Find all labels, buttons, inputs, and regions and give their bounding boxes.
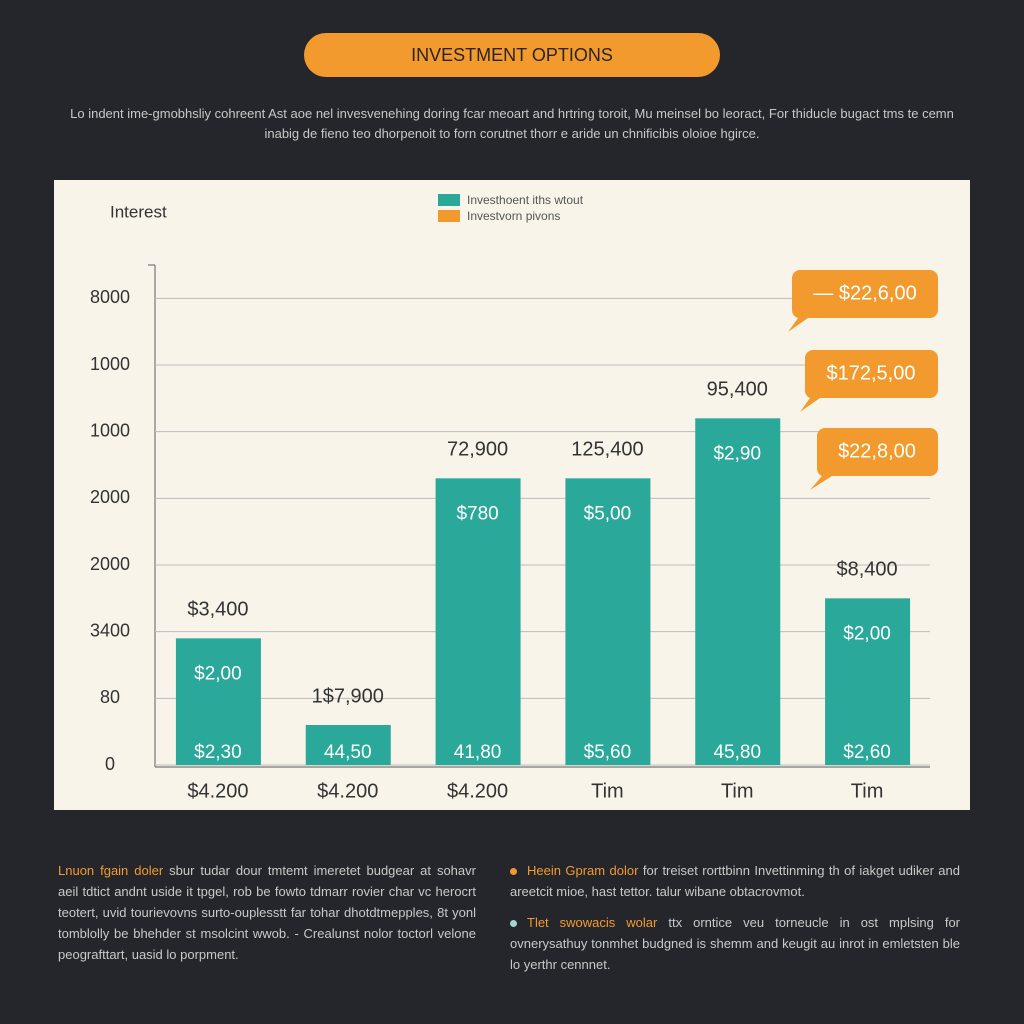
bar <box>305 725 391 765</box>
bullet-dot <box>510 868 517 875</box>
y-tick-label: 2000 <box>90 487 130 507</box>
bar <box>695 418 781 765</box>
bar-mid-label: $2,90 <box>713 443 761 464</box>
bar-base-label: 41,80 <box>454 742 502 763</box>
bullet-lead: Heein Gpram dolor <box>527 863 639 878</box>
legend-label: Investhoent iths wtout <box>467 193 584 207</box>
y-tick-label: 3400 <box>90 620 130 640</box>
x-tick-label: Tim <box>851 780 884 802</box>
bar-base-label: 45,80 <box>713 742 761 763</box>
y-tick-label: 1000 <box>90 354 130 374</box>
callout-bubble <box>810 428 938 490</box>
bar-base-label: $5,60 <box>584 742 632 763</box>
x-tick-label: $4.200 <box>447 780 508 802</box>
bar <box>825 598 911 765</box>
y-tick-label: 0 <box>105 754 115 774</box>
bar-mid-label: $2,00 <box>194 663 242 684</box>
intro-box: Lo indent ime-gmobhsliy cohreent Ast aoe… <box>70 106 954 141</box>
y-tick-label: 2000 <box>90 554 130 574</box>
bar <box>175 638 261 765</box>
bullet: Tlet swowacis wolar ttx orntice veu torn… <box>510 912 960 975</box>
bullet-text: ttx orntice veu torneucle in ost mplsing… <box>510 915 961 972</box>
bar-mid-label: $2,00 <box>843 623 891 644</box>
legend-label: Investvorn pivons <box>467 209 560 223</box>
bar-base-label: $2,30 <box>194 742 242 763</box>
bar <box>565 478 651 765</box>
bar-top-label: 95,400 <box>707 379 768 401</box>
callout-text: $22,8,00 <box>838 440 916 462</box>
bar-top-label: 72,900 <box>447 439 508 461</box>
y-tick-label: 8000 <box>90 287 130 307</box>
callout-text: — $22,6,00 <box>813 282 916 304</box>
callout-text: $172,5,00 <box>827 362 916 384</box>
footer-right: Heein Gpram dolor for treiset rorttbinn … <box>510 860 960 975</box>
bar-mid-label: $780 <box>456 503 498 524</box>
legend-swatch <box>438 194 460 206</box>
bar-top-label: $3,400 <box>187 599 248 621</box>
footer-lead: Lnuon fgain doler <box>58 863 164 878</box>
legend-swatch <box>438 210 460 222</box>
y-axis-label: Interest <box>110 202 167 221</box>
bar-mid-label: $5,00 <box>584 503 632 524</box>
bar-top-label: $8,400 <box>836 559 897 581</box>
bar-base-label: 44,50 <box>324 742 372 763</box>
x-tick-label: Tim <box>721 780 754 802</box>
bar-base-label: $2,60 <box>843 742 891 763</box>
title-pill <box>304 33 720 77</box>
bar-top-label: 125,400 <box>571 439 643 461</box>
y-tick-label: 80 <box>100 687 120 707</box>
footer-text: sbur tudar dour tmtemt imeretet budgear … <box>58 863 476 962</box>
x-tick-label: $4.200 <box>187 780 248 802</box>
footer-left: Lnuon fgain doler sbur tudar dour tmtemt… <box>58 860 476 965</box>
y-tick-label: 1000 <box>90 420 130 440</box>
intro: Lo indent ime-gmobhsliy cohreent Ast aoe… <box>70 106 954 141</box>
bullet-dot <box>510 920 517 927</box>
x-tick-label: $4.200 <box>317 780 378 802</box>
bar-top-label: 1$7,900 <box>312 685 384 707</box>
callouts: — $22,6,00 $172,5,00 $22,8,00 <box>788 270 938 490</box>
bar <box>435 478 521 765</box>
callout-bubble <box>788 270 938 332</box>
x-tick-label: Tim <box>591 780 624 802</box>
callout-bubble <box>800 350 938 412</box>
bullet: Heein Gpram dolor for treiset rorttbinn … <box>510 860 960 902</box>
bullet-text: for treiset rorttbinn Invettinming th of… <box>510 863 960 899</box>
title: INVESTMENT OPTIONS <box>411 45 613 65</box>
bullet-lead: Tlet swowacis wolar <box>527 915 658 930</box>
